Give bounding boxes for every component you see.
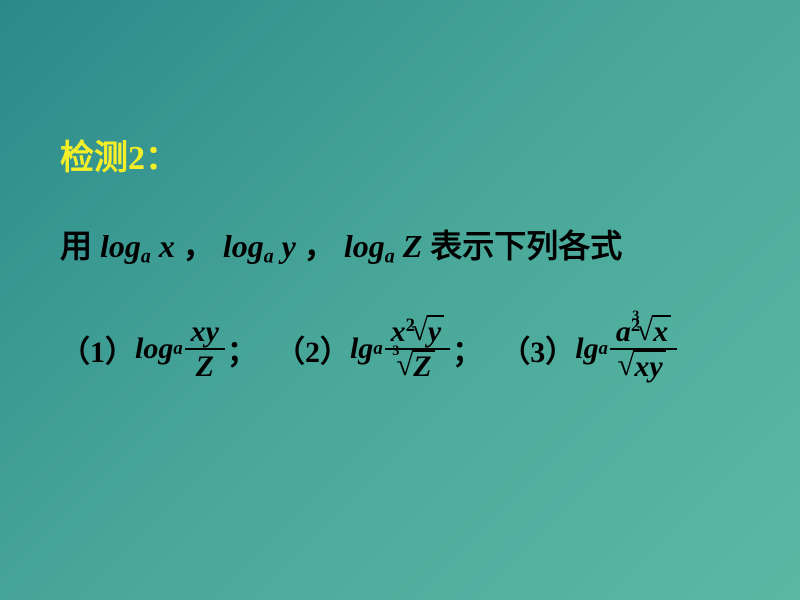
p2-num-sqrt-arg: y — [427, 315, 444, 347]
p3-op: lg — [575, 332, 598, 366]
intro-line: 用 loga x ， loga y ， loga Z 表示下列各式 — [60, 221, 740, 269]
term2-arg: y — [282, 228, 296, 264]
p1-den: Z — [196, 350, 214, 383]
term2-sub: a — [264, 246, 274, 268]
intro-suffix: 表示下列各式 — [422, 228, 622, 264]
problems-line: （1） loga xy Z ； （2） lga x2y 3Z ； — [60, 315, 740, 383]
p2-sub: a — [373, 338, 382, 360]
term1-arg: x — [159, 228, 175, 264]
p1-tail: ； — [227, 327, 257, 371]
p1-num: xy — [191, 315, 219, 348]
p3-label: （3） — [500, 327, 575, 371]
problem-3: （3） lga a23x xy — [500, 315, 679, 383]
term1-sub: a — [141, 246, 151, 268]
term3-sub: a — [385, 246, 395, 268]
p3-sub: a — [599, 338, 608, 360]
term3-log: log — [344, 228, 385, 264]
p2-fraction: x2y 3Z — [385, 315, 451, 383]
p2-tail: ； — [452, 327, 482, 371]
p1-sub: a — [173, 338, 182, 360]
p1-fraction: xy Z — [185, 315, 225, 383]
problem-1: （1） loga xy Z ； — [60, 315, 257, 383]
p1-label: （1） — [60, 327, 135, 371]
problem-2: （2） lga x2y 3Z ； — [275, 315, 482, 383]
sep2: ， — [296, 228, 336, 264]
intro-prefix: 用 — [60, 228, 92, 264]
term3-arg: Z — [403, 228, 423, 264]
p2-num-sqrt: y — [415, 315, 444, 348]
p2-label: （2） — [275, 327, 350, 371]
p3-fraction: a23x xy — [610, 315, 677, 383]
p1-op: log — [135, 332, 173, 366]
p3-den-sqrt: xy — [621, 350, 665, 383]
p3-num-rad: x — [652, 315, 671, 347]
slide: 检测2： 用 loga x ， loga y ， loga Z 表示下列各式 （… — [0, 0, 800, 600]
p2-den-root-idx: 3 — [392, 344, 399, 360]
p2-op: lg — [350, 332, 373, 366]
p2-den-root: 3Z — [400, 350, 434, 383]
heading: 检测2： — [60, 130, 740, 179]
p3-num-root: 3x — [640, 315, 671, 348]
p2-den-rad: Z — [412, 350, 434, 382]
p3-num-root-idx: 3 — [632, 309, 639, 325]
p3-den-sqrt-arg: xy — [633, 350, 665, 382]
term2-log: log — [223, 228, 264, 264]
term1-log: log — [100, 228, 141, 264]
p3-num-a: a — [616, 315, 631, 348]
sep1: ， — [175, 228, 215, 264]
